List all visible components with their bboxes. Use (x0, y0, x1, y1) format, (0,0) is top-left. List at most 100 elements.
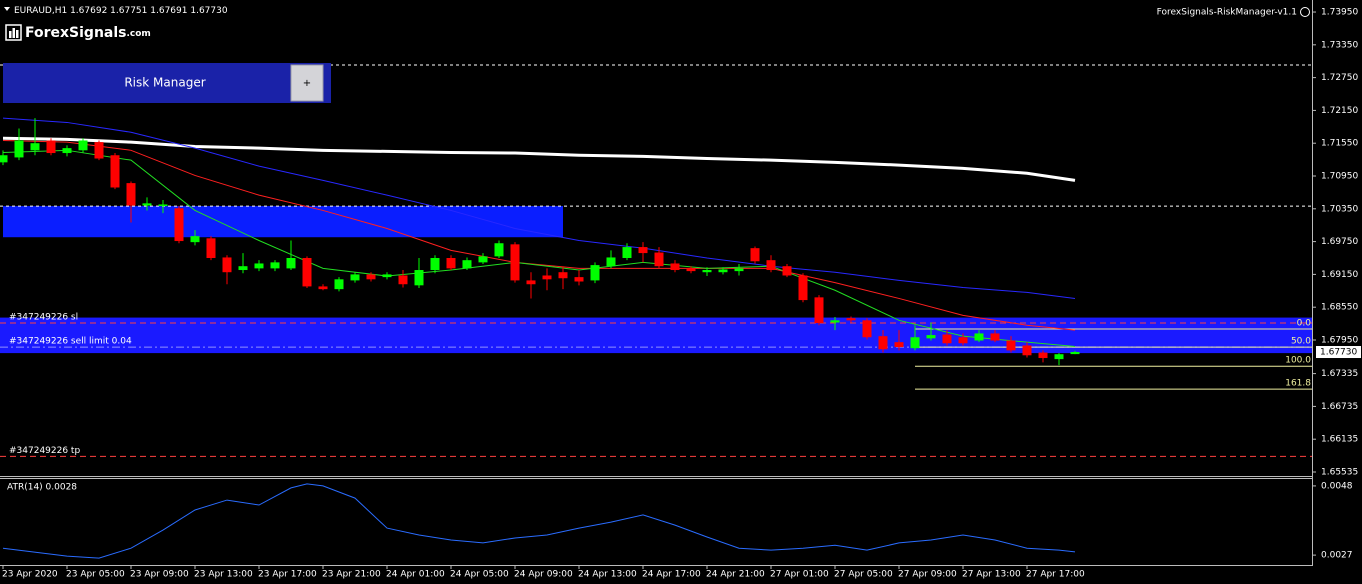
candle-body (174, 208, 184, 242)
logo-suffix: .com (127, 29, 151, 39)
candle-body (990, 333, 1000, 341)
y-tick-label: 0.0027 (1321, 551, 1353, 561)
level-label: #347249226 sl (9, 313, 78, 323)
candle-body (750, 248, 760, 262)
price-tag (1316, 346, 1361, 359)
candle-body (782, 266, 792, 276)
candle-body (382, 274, 392, 278)
candle-body (830, 320, 840, 323)
x-tick-label: 27 Apr 01:00 (770, 570, 829, 580)
candle-body (0, 155, 8, 163)
candle-body (286, 257, 296, 269)
close-price: 1.67730 (190, 6, 227, 16)
candle-body (542, 275, 552, 280)
y-tick-label: 1.73350 (1321, 40, 1358, 50)
panel-title[interactable]: Risk Manager (124, 76, 205, 90)
candle-body (878, 336, 888, 350)
candle-body (270, 262, 280, 269)
candle-body (1054, 354, 1064, 360)
candle-body (926, 335, 936, 339)
menu-arrow[interactable] (4, 7, 10, 11)
candle-body (958, 337, 968, 344)
candle-body (366, 274, 376, 280)
risk-manager-panel: Risk Manager + (3, 63, 331, 103)
symbol: EURAUD,H1 (14, 6, 67, 16)
candle-body (430, 257, 440, 271)
pane-title: ATR(14) 0.0028 (7, 483, 77, 493)
candle-body (622, 247, 632, 258)
panel-button[interactable] (290, 64, 324, 102)
candle-body (302, 257, 312, 287)
candle-body (126, 183, 136, 206)
logo-icon-bar (16, 30, 19, 38)
chart-header: EURAUD,H1 1.67692 1.67751 1.67691 1.6773… (14, 6, 228, 16)
candle-body (46, 140, 56, 154)
candle-body (702, 270, 712, 273)
candle-body (1006, 340, 1016, 351)
y-tick-label: 1.69750 (1321, 237, 1358, 247)
panel-button-label[interactable]: + (303, 78, 311, 89)
candle-body (798, 275, 808, 301)
candle-body (942, 334, 952, 344)
candle-body (1038, 352, 1048, 359)
candle-body (446, 257, 456, 269)
candle-body (734, 268, 744, 272)
x-tick-label: 23 Apr 17:00 (258, 570, 317, 580)
candle-body (862, 320, 872, 338)
x-tick-label: 27 Apr 09:00 (898, 570, 957, 580)
candle-body (142, 203, 152, 206)
candle-body (606, 257, 616, 267)
candle-body (590, 265, 600, 281)
y-tick-label: 1.67335 (1321, 369, 1358, 379)
candle-body (1022, 345, 1032, 356)
y-tick-label: 1.72750 (1321, 73, 1358, 83)
x-tick-label: 24 Apr 17:00 (642, 570, 701, 580)
moving-average (2, 139, 1076, 331)
indicator-icon (1300, 7, 1310, 17)
logo-brand: ForexSignals (25, 25, 127, 41)
y-tick-label: 0.0048 (1321, 481, 1353, 491)
fib-label: 50.0 (1291, 337, 1311, 347)
candle-body (414, 270, 424, 286)
candle-body (94, 142, 104, 159)
x-tick-label: 24 Apr 21:00 (706, 570, 765, 580)
candle-body (494, 243, 504, 257)
candle-body (894, 342, 904, 348)
y-tick-label: 1.70350 (1321, 204, 1358, 214)
logo-text: ForexSignals.com (25, 25, 151, 41)
logo-icon-bar (12, 28, 15, 38)
candle-body (30, 143, 40, 151)
x-tick-label: 27 Apr 05:00 (834, 570, 893, 580)
candle-body (574, 277, 584, 282)
candle-body (206, 238, 216, 258)
candle-body (62, 148, 72, 154)
high-price: 1.67751 (110, 6, 147, 16)
indicator-name: ForexSignals-RiskManager-v1.1 (1157, 8, 1297, 18)
fib-label: 100.0 (1285, 356, 1311, 366)
y-tick-label: 1.73950 (1321, 8, 1358, 18)
logo: ForexSignals.com (5, 24, 151, 41)
y-tick-label: 1.72150 (1321, 106, 1358, 116)
x-tick-label: 23 Apr 21:00 (322, 570, 381, 580)
panel-background (3, 63, 331, 103)
candle-body (1070, 352, 1080, 355)
candle-body (158, 204, 168, 207)
fib-label: 0.0 (1297, 319, 1312, 329)
y-tick-label: 1.65535 (1321, 467, 1358, 477)
candle-body (110, 155, 120, 188)
zone (3, 206, 563, 238)
candle-body (510, 244, 520, 281)
candle-body (558, 272, 568, 279)
price-tag-label: 1.67730 (1320, 348, 1357, 358)
x-tick-label: 24 Apr 05:00 (450, 570, 509, 580)
candle-body (398, 275, 408, 285)
candle-body (718, 269, 728, 273)
level-label: #347249226 sell limit 0.04 (9, 337, 132, 347)
open-price: 1.67692 (70, 6, 107, 16)
x-tick-label: 27 Apr 17:00 (1026, 570, 1085, 580)
y-tick-label: 1.67950 (1321, 335, 1358, 345)
candle-body (766, 260, 776, 271)
y-tick-label: 1.66135 (1321, 435, 1358, 445)
